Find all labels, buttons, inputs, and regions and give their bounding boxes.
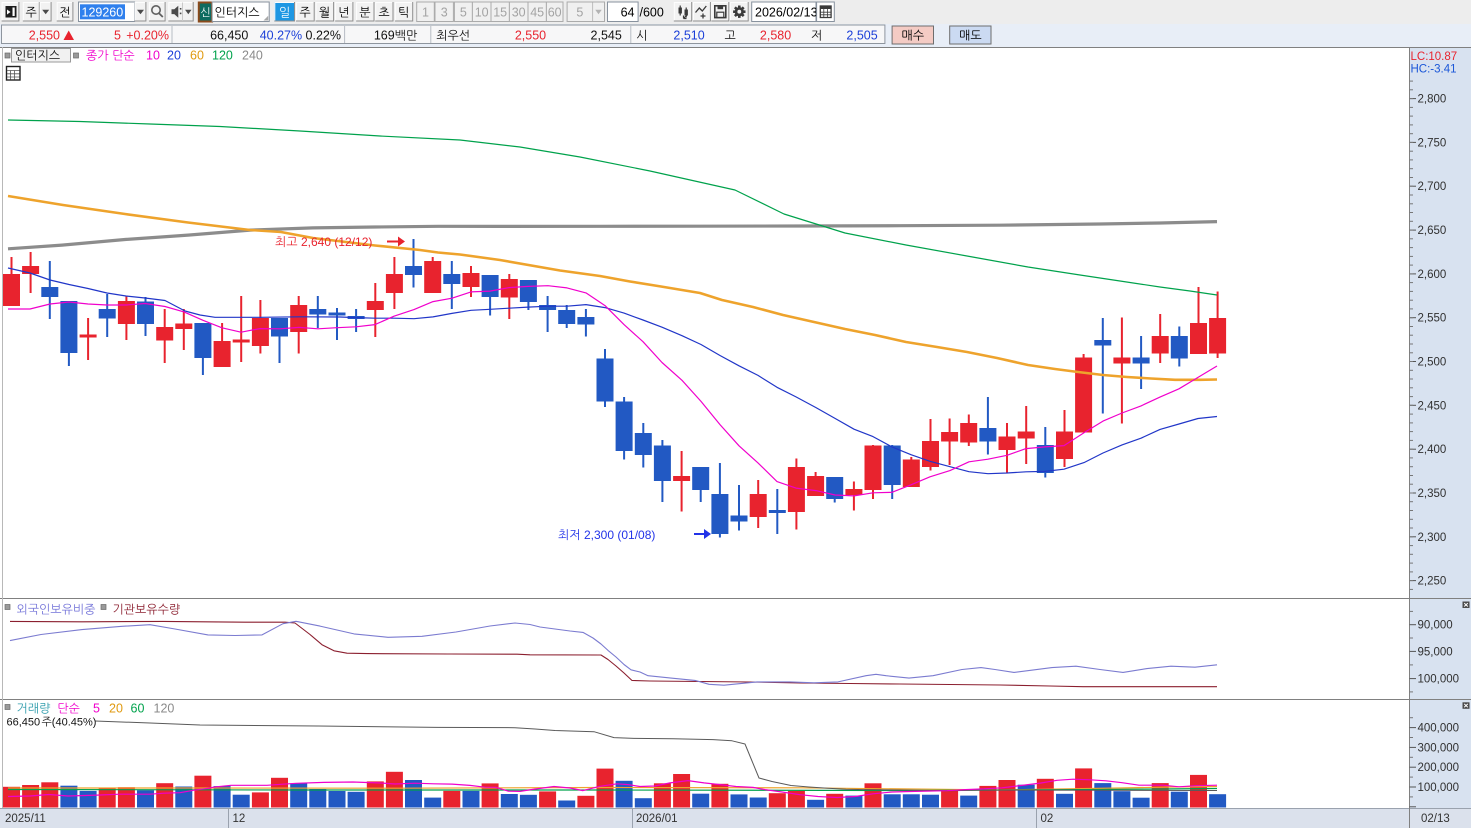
- svg-text:240: 240: [242, 49, 263, 63]
- svg-text:5: 5: [93, 702, 100, 716]
- svg-text:15: 15: [493, 5, 507, 19]
- svg-text:120: 120: [212, 49, 233, 63]
- svg-text:2,550: 2,550: [29, 29, 60, 43]
- svg-text:5: 5: [114, 29, 121, 43]
- svg-text:66,450: 66,450: [210, 29, 248, 43]
- svg-text:2,250: 2,250: [1418, 576, 1447, 588]
- svg-text:30: 30: [512, 5, 526, 19]
- svg-text:40.27%: 40.27%: [260, 29, 302, 43]
- svg-text:200,000: 200,000: [1418, 762, 1460, 774]
- svg-text:64: 64: [621, 5, 635, 19]
- svg-text:300,000: 300,000: [1418, 742, 1460, 754]
- svg-text:2,650: 2,650: [1418, 225, 1447, 237]
- svg-text:2,800: 2,800: [1418, 94, 1447, 106]
- svg-text:129260: 129260: [82, 5, 124, 19]
- svg-text:400,000: 400,000: [1418, 723, 1460, 735]
- svg-text:HC:-3.41: HC:-3.41: [1411, 64, 1457, 76]
- svg-text:2,510: 2,510: [673, 29, 704, 43]
- svg-text:169: 169: [374, 29, 395, 43]
- svg-text:LC:10.87: LC:10.87: [1411, 51, 1458, 63]
- svg-text:2,580: 2,580: [760, 29, 791, 43]
- svg-text:2,700: 2,700: [1418, 181, 1447, 193]
- svg-text:2,640 (12/12): 2,640 (12/12): [301, 235, 372, 249]
- svg-text:2,545: 2,545: [591, 29, 622, 43]
- svg-text:2,505: 2,505: [846, 29, 877, 43]
- svg-text:02/13: 02/13: [1421, 813, 1450, 825]
- svg-text:02: 02: [1041, 813, 1054, 825]
- svg-text:100,000: 100,000: [1418, 674, 1460, 686]
- svg-text:66,450: 66,450: [7, 717, 41, 729]
- svg-text:1: 1: [422, 5, 429, 19]
- svg-text:2,400: 2,400: [1418, 444, 1447, 456]
- svg-text:0.22%: 0.22%: [306, 29, 341, 43]
- svg-text:60: 60: [548, 5, 562, 19]
- svg-text:2026/02/13: 2026/02/13: [755, 5, 818, 19]
- svg-text:2,500: 2,500: [1418, 357, 1447, 369]
- svg-text:/600: /600: [640, 5, 664, 19]
- svg-text:2,350: 2,350: [1418, 488, 1447, 500]
- svg-text:10: 10: [146, 49, 160, 63]
- svg-text:95,000: 95,000: [1418, 646, 1453, 658]
- svg-text:20: 20: [109, 702, 123, 716]
- svg-text:(40.45%): (40.45%): [52, 717, 97, 729]
- svg-text:5: 5: [460, 5, 467, 19]
- svg-text:3: 3: [441, 5, 448, 19]
- svg-text:2,450: 2,450: [1418, 400, 1447, 412]
- svg-text:100,000: 100,000: [1418, 782, 1460, 794]
- svg-text:2025/11: 2025/11: [5, 813, 46, 825]
- svg-text:2026/01: 2026/01: [636, 813, 678, 825]
- svg-text:2,300: 2,300: [1418, 532, 1447, 544]
- svg-text:2,550: 2,550: [515, 29, 546, 43]
- svg-text:2,750: 2,750: [1418, 137, 1447, 149]
- svg-text:10: 10: [475, 5, 489, 19]
- svg-text:60: 60: [190, 49, 204, 63]
- svg-text:45: 45: [530, 5, 544, 19]
- svg-text:120: 120: [154, 702, 175, 716]
- svg-text:2,600: 2,600: [1418, 269, 1447, 281]
- svg-text:12: 12: [233, 813, 246, 825]
- svg-text:5: 5: [576, 5, 583, 19]
- svg-text:+0.20%: +0.20%: [126, 29, 169, 43]
- svg-text:20: 20: [167, 49, 181, 63]
- svg-text:2,550: 2,550: [1418, 313, 1447, 325]
- svg-text:2,300 (01/08): 2,300 (01/08): [584, 528, 655, 542]
- svg-text:60: 60: [131, 702, 145, 716]
- svg-text:90,000: 90,000: [1418, 620, 1453, 632]
